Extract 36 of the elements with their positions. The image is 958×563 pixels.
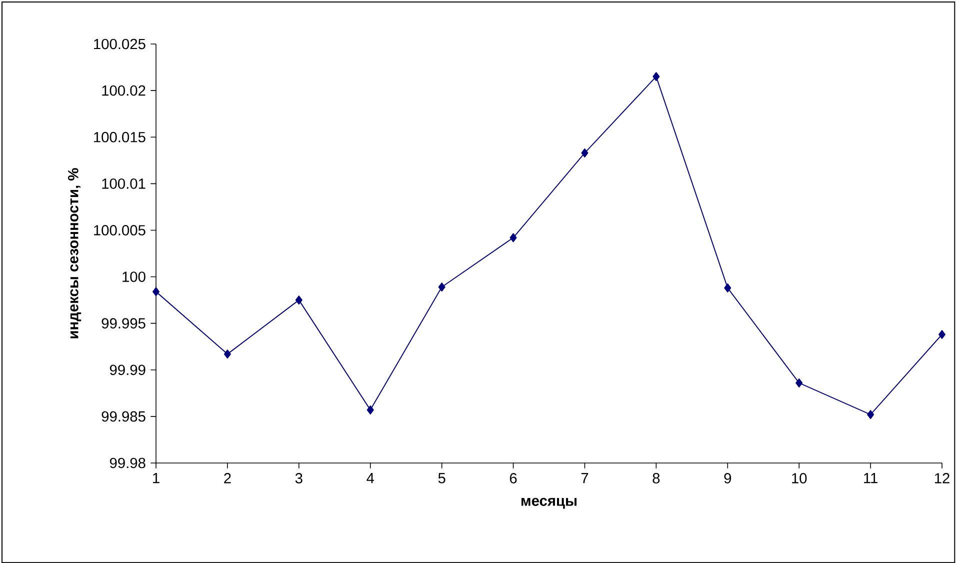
x-tick-label: 8	[652, 472, 660, 484]
x-tick-label: 9	[724, 472, 732, 484]
x-tick-label: 10	[792, 472, 807, 484]
y-tick-label: 99.995	[102, 318, 146, 328]
y-tick-label: 99.98	[110, 458, 146, 468]
x-tick-label: 11	[864, 472, 878, 484]
x-tick-label: 5	[438, 472, 446, 484]
x-tick-label: 1	[153, 472, 160, 484]
y-tick-label: 99.99	[110, 364, 146, 375]
point	[224, 349, 231, 358]
point	[652, 72, 660, 82]
point	[366, 405, 374, 414]
y-tick-label: 99.985	[102, 411, 146, 422]
x-tick-label: 2	[224, 472, 231, 484]
point	[724, 283, 732, 292]
x-tick-label: 4	[366, 472, 374, 484]
y-axis-title: индексы сезонности, %	[68, 168, 82, 338]
x-tick-label: 12	[934, 472, 950, 484]
point	[796, 378, 803, 388]
y-tick-label: 100.005	[94, 224, 146, 236]
y-tick-label: 100.025	[94, 38, 146, 50]
point	[938, 330, 946, 339]
x-tick-label: 7	[581, 472, 588, 484]
y-tick-label: 100.02	[102, 85, 146, 96]
point	[295, 295, 302, 304]
x-axis-title: месяцы	[521, 498, 577, 509]
y-tick-label: 100.01	[102, 178, 146, 189]
y-tick-label: 100	[122, 272, 146, 282]
point	[152, 287, 160, 296]
point	[867, 410, 874, 419]
x-tick-label: 6	[510, 472, 517, 484]
y-tick-label: 100.015	[94, 132, 146, 142]
point	[438, 282, 446, 292]
point	[510, 233, 517, 242]
point	[581, 148, 588, 158]
x-tick-label: 3	[295, 472, 302, 484]
